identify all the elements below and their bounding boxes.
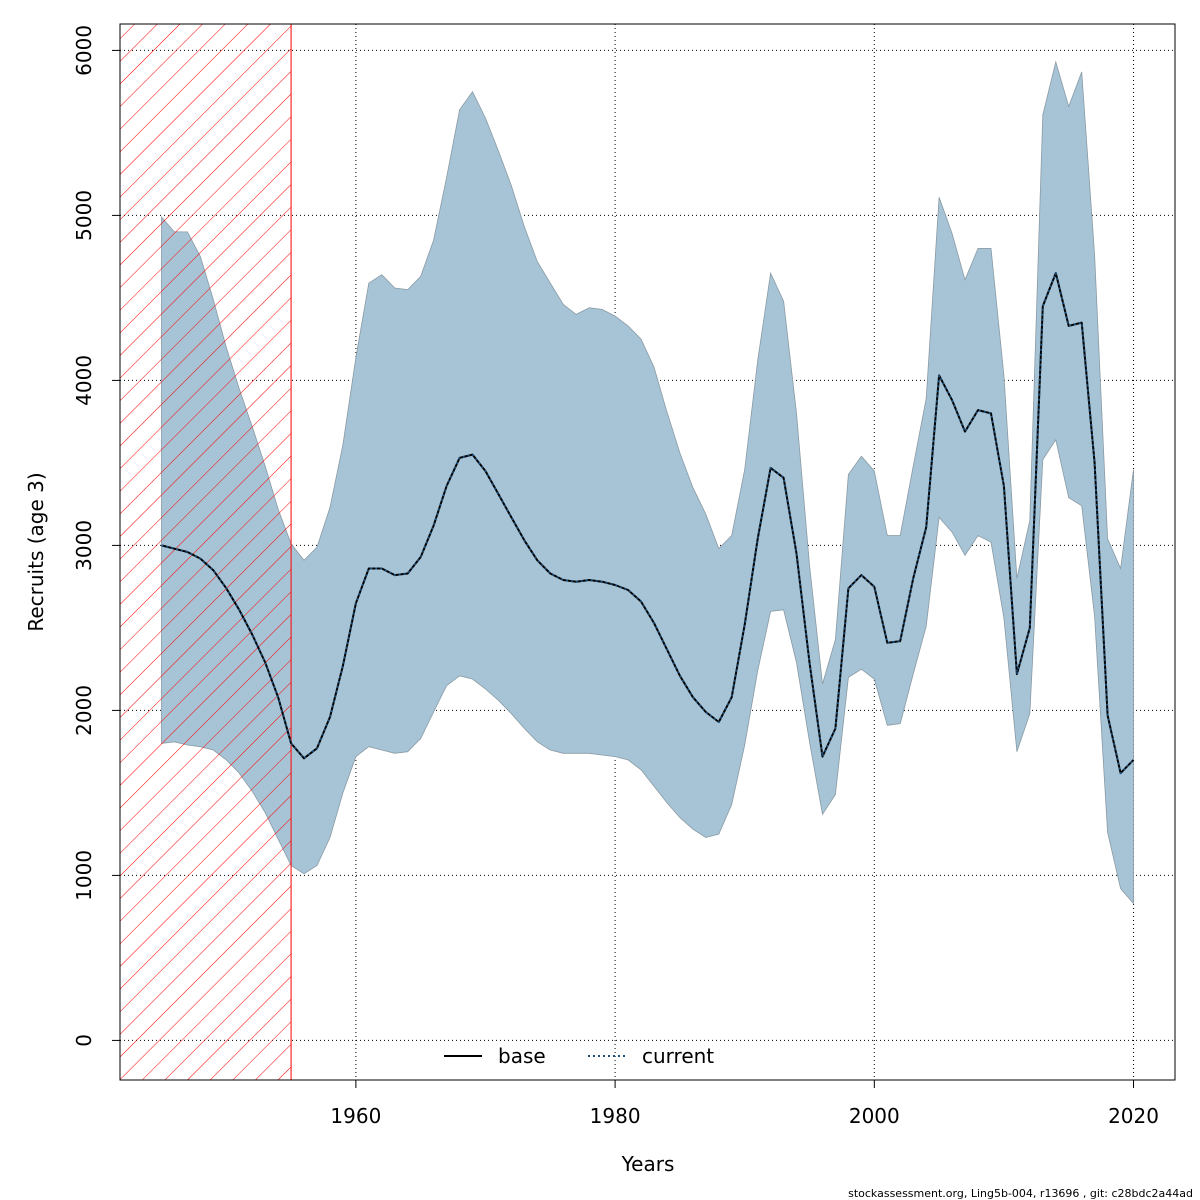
y-tick-label-6000: 6000 xyxy=(72,25,96,76)
hatched-region-layer xyxy=(119,23,292,1081)
legend-label-base: base xyxy=(498,1044,546,1068)
series-line-current xyxy=(161,272,1135,775)
confidence-band-layer xyxy=(161,60,1134,905)
y-axis-title: Recruits (age 3) xyxy=(24,472,48,631)
y-tick-label-3000: 3000 xyxy=(72,520,96,571)
footer-note: stockassessment.org, Ling5b-004, r13696 … xyxy=(848,1187,1193,1200)
y-axis: 0 1000 2000 3000 4000 5000 6000 xyxy=(72,25,120,1047)
x-tick-label-1980: 1980 xyxy=(590,1104,641,1128)
y-tick-label-4000: 4000 xyxy=(72,355,96,406)
hatched-region xyxy=(119,23,292,1081)
legend-label-current: current xyxy=(642,1044,714,1068)
x-tick-label-1960: 1960 xyxy=(330,1104,381,1128)
plot-frame xyxy=(119,23,1176,1081)
y-tick-label-5000: 5000 xyxy=(72,190,96,241)
confidence-band xyxy=(161,60,1134,905)
x-tick-label-2000: 2000 xyxy=(849,1104,900,1128)
y-tick-label-0: 0 xyxy=(72,1034,96,1047)
series-lines-layer xyxy=(161,272,1135,775)
x-axis-title: Years xyxy=(621,1152,675,1176)
legend: base current xyxy=(444,1044,714,1068)
y-tick-label-2000: 2000 xyxy=(72,685,96,736)
x-tick-label-2020: 2020 xyxy=(1108,1104,1159,1128)
y-tick-label-1000: 1000 xyxy=(72,850,96,901)
x-axis: 1960 1980 2000 2020 xyxy=(330,1080,1159,1128)
